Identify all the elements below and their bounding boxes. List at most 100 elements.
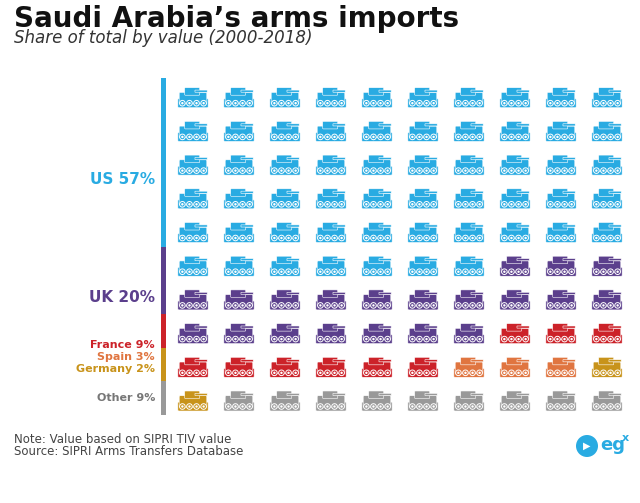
Circle shape: [333, 405, 336, 408]
Circle shape: [562, 269, 567, 275]
FancyBboxPatch shape: [455, 261, 483, 272]
FancyBboxPatch shape: [362, 200, 392, 209]
FancyBboxPatch shape: [178, 166, 208, 175]
Circle shape: [180, 235, 185, 241]
Circle shape: [273, 237, 276, 239]
FancyBboxPatch shape: [500, 233, 530, 242]
Circle shape: [241, 170, 244, 172]
Circle shape: [417, 168, 422, 174]
Circle shape: [247, 337, 252, 342]
Circle shape: [365, 271, 367, 273]
Circle shape: [502, 303, 507, 308]
Circle shape: [293, 370, 298, 376]
FancyBboxPatch shape: [609, 292, 621, 294]
FancyBboxPatch shape: [270, 200, 300, 209]
Circle shape: [569, 202, 575, 207]
FancyBboxPatch shape: [461, 189, 476, 196]
Circle shape: [187, 370, 192, 376]
FancyBboxPatch shape: [501, 362, 529, 373]
FancyBboxPatch shape: [316, 132, 346, 141]
Circle shape: [517, 237, 520, 239]
FancyBboxPatch shape: [547, 396, 575, 407]
Circle shape: [509, 134, 515, 140]
FancyBboxPatch shape: [287, 326, 300, 328]
FancyBboxPatch shape: [501, 328, 529, 340]
Circle shape: [615, 168, 620, 174]
Circle shape: [385, 235, 390, 241]
Circle shape: [287, 304, 290, 307]
FancyBboxPatch shape: [500, 334, 530, 344]
Circle shape: [332, 370, 337, 376]
Circle shape: [471, 338, 474, 341]
Circle shape: [478, 203, 481, 206]
Circle shape: [241, 136, 244, 138]
FancyBboxPatch shape: [415, 189, 429, 196]
Circle shape: [187, 303, 192, 308]
Circle shape: [332, 303, 337, 308]
Circle shape: [364, 202, 369, 207]
FancyBboxPatch shape: [241, 393, 253, 395]
FancyBboxPatch shape: [553, 391, 568, 398]
Circle shape: [273, 304, 276, 307]
Circle shape: [202, 237, 205, 239]
FancyBboxPatch shape: [287, 157, 300, 159]
Circle shape: [280, 136, 283, 138]
Circle shape: [457, 372, 460, 374]
Bar: [161, 348, 166, 415]
Circle shape: [418, 304, 420, 307]
Circle shape: [602, 405, 605, 408]
Circle shape: [278, 337, 284, 342]
Circle shape: [602, 203, 605, 206]
Circle shape: [426, 170, 428, 172]
Circle shape: [227, 338, 230, 341]
FancyBboxPatch shape: [408, 301, 438, 310]
Circle shape: [457, 338, 460, 341]
Circle shape: [516, 202, 522, 207]
Circle shape: [188, 304, 191, 307]
Circle shape: [240, 202, 245, 207]
FancyBboxPatch shape: [546, 166, 576, 175]
FancyBboxPatch shape: [316, 99, 346, 108]
Circle shape: [616, 102, 619, 105]
Circle shape: [608, 101, 613, 106]
Circle shape: [503, 136, 506, 138]
FancyBboxPatch shape: [369, 391, 384, 398]
FancyBboxPatch shape: [178, 402, 208, 411]
Circle shape: [555, 370, 560, 376]
Circle shape: [569, 404, 575, 409]
Circle shape: [410, 235, 415, 241]
Circle shape: [225, 337, 231, 342]
FancyBboxPatch shape: [230, 222, 246, 230]
FancyBboxPatch shape: [593, 93, 621, 104]
Circle shape: [371, 134, 376, 140]
Circle shape: [364, 101, 369, 106]
Circle shape: [424, 235, 429, 241]
Circle shape: [502, 101, 507, 106]
FancyBboxPatch shape: [362, 233, 392, 242]
Circle shape: [569, 134, 575, 140]
Circle shape: [324, 337, 330, 342]
Circle shape: [411, 271, 413, 273]
Circle shape: [364, 269, 369, 275]
Circle shape: [433, 304, 435, 307]
FancyBboxPatch shape: [333, 157, 345, 159]
FancyBboxPatch shape: [408, 166, 438, 175]
FancyBboxPatch shape: [409, 261, 437, 272]
FancyBboxPatch shape: [276, 222, 292, 230]
Circle shape: [426, 338, 428, 341]
FancyBboxPatch shape: [500, 368, 530, 377]
Circle shape: [181, 304, 184, 307]
Circle shape: [562, 202, 567, 207]
FancyBboxPatch shape: [179, 328, 207, 340]
Circle shape: [463, 235, 468, 241]
FancyBboxPatch shape: [271, 126, 299, 137]
Circle shape: [340, 338, 343, 341]
FancyBboxPatch shape: [224, 402, 254, 411]
FancyBboxPatch shape: [316, 166, 346, 175]
FancyBboxPatch shape: [230, 323, 246, 331]
Circle shape: [593, 235, 599, 241]
Circle shape: [503, 338, 506, 341]
FancyBboxPatch shape: [455, 93, 483, 104]
Circle shape: [431, 134, 436, 140]
Circle shape: [380, 102, 382, 105]
